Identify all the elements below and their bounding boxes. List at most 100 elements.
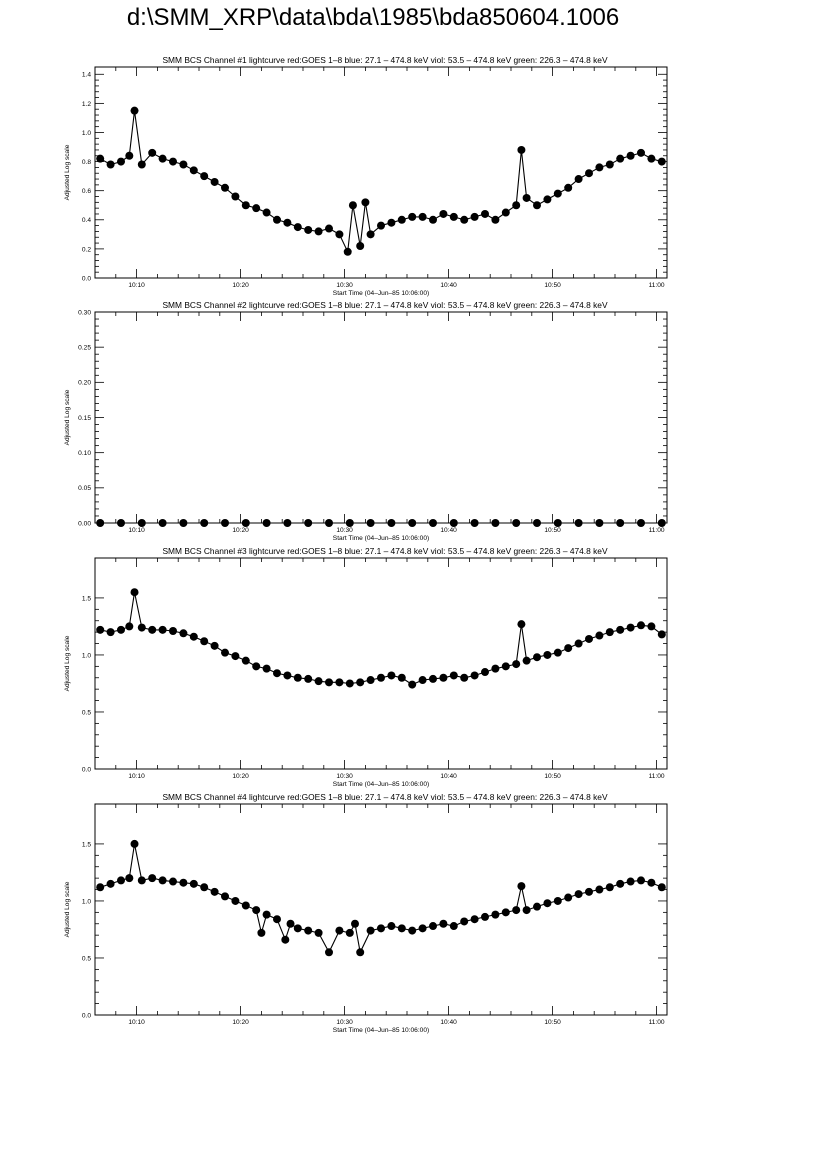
- y-tick-label: 0.05: [78, 485, 91, 492]
- data-point: [252, 204, 261, 213]
- data-point: [335, 678, 344, 687]
- y-tick-label: 0.0: [82, 1012, 91, 1019]
- data-point: [564, 183, 573, 192]
- chart-panel-2: SMM BCS Channel #2 lightcurve red:GOES 1…: [64, 300, 668, 542]
- data-point: [125, 622, 134, 631]
- data-point: [470, 212, 479, 221]
- data-point: [221, 519, 229, 527]
- data-point: [137, 160, 146, 169]
- data-point: [501, 662, 510, 671]
- data-point: [96, 519, 105, 527]
- data-point: [158, 154, 167, 163]
- data-point: [595, 885, 604, 894]
- data-point: [387, 218, 396, 227]
- data-point: [221, 892, 229, 901]
- x-tick-label: 10:40: [440, 527, 457, 534]
- y-axis-label: Adjusted Log scale: [64, 881, 71, 937]
- x-tick-label: 10:40: [440, 1019, 457, 1026]
- y-tick-label: 0.0: [82, 766, 91, 773]
- data-point: [460, 215, 469, 224]
- y-tick-label: 0.4: [82, 217, 91, 224]
- data-point: [241, 901, 250, 910]
- data-point: [522, 193, 531, 202]
- data-point: [117, 625, 125, 634]
- data-point: [543, 195, 552, 204]
- plot-frame: [94, 557, 668, 770]
- data-point: [137, 519, 146, 527]
- data-point: [179, 519, 188, 527]
- data-point: [553, 189, 562, 198]
- data-point: [439, 673, 448, 682]
- data-point: [533, 201, 541, 210]
- data-point: [325, 224, 333, 233]
- data-point: [148, 148, 157, 157]
- data-point: [293, 223, 302, 232]
- data-point: [637, 876, 645, 885]
- data-point: [304, 926, 313, 935]
- data-point: [221, 183, 229, 192]
- data-point: [449, 519, 458, 527]
- data-point: [408, 926, 417, 935]
- data-point: [626, 151, 635, 160]
- x-tick-label: 10:10: [128, 527, 145, 534]
- data-point: [491, 910, 500, 919]
- data-point: [158, 519, 167, 527]
- data-point: [564, 644, 573, 653]
- data-point: [96, 625, 105, 634]
- data-point: [491, 215, 500, 224]
- data-point: [106, 628, 115, 637]
- y-tick-label: 0.8: [82, 159, 91, 166]
- chart-title: SMM BCS Channel #3 lightcurve red:GOES 1…: [162, 546, 607, 556]
- data-point: [460, 917, 469, 926]
- data-point: [169, 157, 177, 166]
- data-point: [158, 876, 167, 885]
- data-point: [241, 656, 250, 665]
- y-tick-label: 1.0: [82, 652, 91, 659]
- x-tick-label: 10:30: [336, 282, 353, 289]
- data-point: [553, 896, 562, 905]
- data-point: [647, 622, 656, 631]
- x-tick-label: 10:20: [232, 773, 249, 780]
- data-point: [281, 935, 290, 944]
- data-point: [335, 926, 344, 935]
- data-point: [470, 519, 479, 527]
- data-point: [626, 877, 635, 886]
- data-point: [657, 883, 666, 892]
- data-point: [429, 215, 437, 224]
- data-point: [125, 151, 134, 160]
- data-point: [304, 225, 313, 234]
- data-point: [595, 631, 604, 640]
- data-point: [345, 519, 354, 527]
- data-point: [481, 668, 489, 677]
- x-axis-label: Start Time (04–Jun–85 10:06:00): [333, 781, 429, 788]
- chart-title: SMM BCS Channel #1 lightcurve red:GOES 1…: [162, 55, 607, 65]
- data-point: [553, 519, 562, 527]
- data-point: [553, 648, 562, 657]
- x-tick-label: 11:00: [649, 1019, 665, 1026]
- data-point: [481, 209, 489, 218]
- data-point: [356, 678, 365, 687]
- series-line: [100, 592, 663, 686]
- data-point: [616, 879, 625, 888]
- data-point: [148, 874, 157, 883]
- chart-panel-3: SMM BCS Channel #3 lightcurve red:GOES 1…: [64, 546, 668, 788]
- data-point: [356, 948, 365, 957]
- data-point: [293, 924, 302, 933]
- data-point: [574, 639, 583, 648]
- y-axis-label: Adjusted Log scale: [64, 635, 71, 691]
- data-point: [512, 660, 521, 669]
- data-point: [231, 192, 240, 201]
- x-tick-label: 10:50: [544, 282, 561, 289]
- data-point: [449, 671, 458, 680]
- data-point: [257, 928, 266, 937]
- data-point: [200, 519, 209, 527]
- x-axis-label: Start Time (04–Jun–85 10:06:00): [333, 290, 429, 297]
- x-axis-label: Start Time (04–Jun–85 10:06:00): [333, 1027, 429, 1034]
- data-point: [106, 160, 115, 169]
- x-tick-label: 10:40: [440, 773, 457, 780]
- data-point: [501, 908, 510, 917]
- x-tick-label: 10:10: [128, 282, 145, 289]
- data-point: [262, 519, 271, 527]
- data-point: [169, 626, 177, 635]
- data-point: [283, 519, 292, 527]
